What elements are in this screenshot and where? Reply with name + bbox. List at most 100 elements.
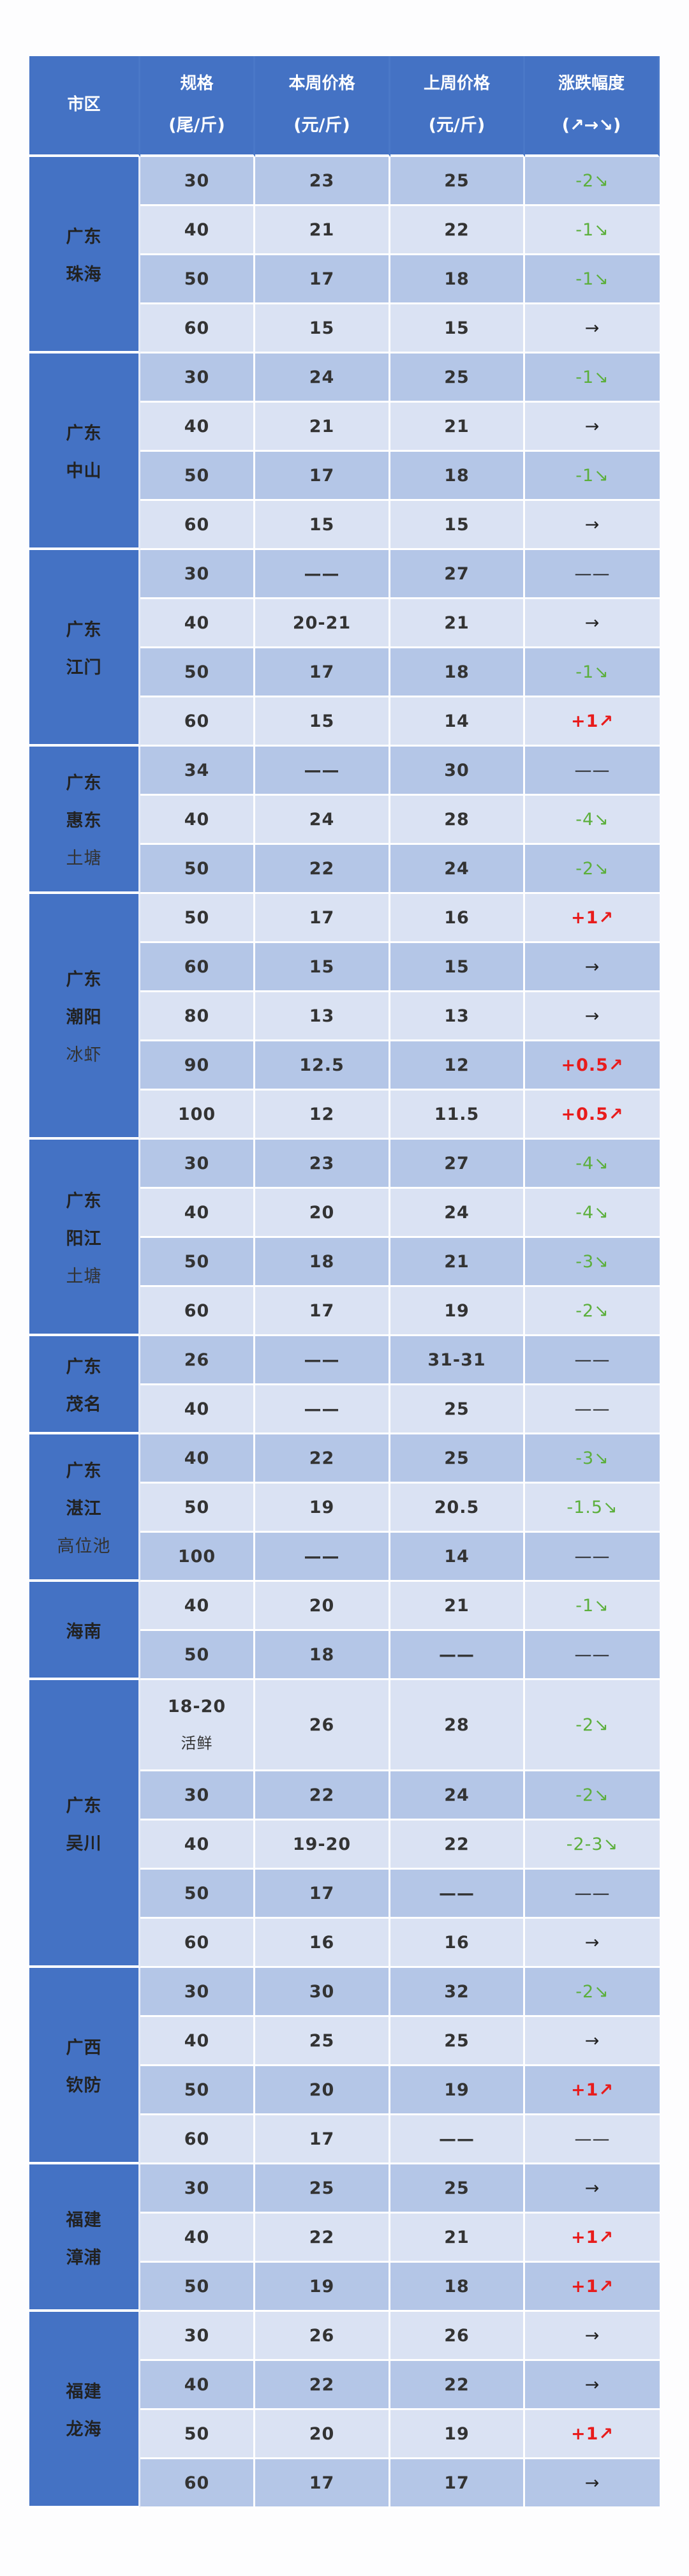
this-week-price: 24	[255, 354, 390, 403]
this-week-price: 19	[255, 2263, 390, 2312]
this-week-price: 17	[255, 2459, 390, 2508]
last-week-price: 25	[390, 157, 525, 206]
last-week-price: 24	[390, 1189, 525, 1238]
this-week-price: 15	[255, 697, 390, 747]
spec-cell: 40	[140, 796, 255, 845]
this-week-price: 25	[255, 2164, 390, 2214]
change-value: ——	[574, 1644, 611, 1665]
table-row: 90 12.5 12 +0.5↗	[29, 1041, 660, 1091]
spec-value: 26	[184, 1350, 210, 1370]
spec-cell: 40	[140, 1189, 255, 1238]
table-row: 广东 江门 30 —— 27 ——	[29, 550, 660, 747]
last-week-price: 19	[390, 1287, 525, 1336]
arrow-up-icon: ↗	[608, 1055, 624, 1075]
province-label: 广东	[66, 773, 102, 793]
change-cell: -1↘	[525, 255, 660, 304]
change-cell: -1↘	[525, 354, 660, 403]
spec-cell: 50	[140, 2410, 255, 2459]
arrow-down-icon: ↘	[594, 1202, 609, 1223]
table-row: 40 20 24 -4↘	[29, 1189, 660, 1238]
change-cell: -4↘	[525, 1140, 660, 1189]
city-label: 珠海	[66, 265, 102, 285]
region-cell: 广东 吴川	[29, 1680, 140, 1968]
change-cell: +1↗	[525, 2410, 660, 2459]
this-week-price: 22	[255, 845, 390, 894]
region-note: 土塘	[66, 849, 102, 868]
spec-value: 60	[184, 2129, 210, 2149]
table-row: 60 16 16 →	[29, 1919, 660, 1968]
table-row: 40 21 21 →	[29, 403, 660, 452]
change-value: ——	[574, 760, 611, 780]
change-value: ——	[574, 1883, 611, 1903]
arrow-right-icon: →	[584, 2374, 600, 2395]
this-week-price: 20-21	[255, 599, 390, 648]
change-cell: +1↗	[525, 2214, 660, 2263]
header-row: 市区 规格 (尾/斤) 本周价格 (元/斤) 上周价格 (元/斤) 涨跌幅度 (↗→↘)	[29, 56, 660, 157]
this-week-price: 22	[255, 2214, 390, 2263]
this-week-price: 18	[255, 1631, 390, 1680]
last-week-price: 21	[390, 403, 525, 452]
arrow-down-icon: ↘	[594, 1153, 609, 1173]
change-value: ——	[574, 1546, 611, 1567]
spec-cell: 50	[140, 1631, 255, 1680]
table-row: 50 17 18 -1↘	[29, 452, 660, 501]
change-cell: -1.5↘	[525, 1484, 660, 1533]
change-cell: -4↘	[525, 796, 660, 845]
this-week-price: 17	[255, 894, 390, 943]
this-week-price: 30	[255, 1968, 390, 2017]
this-week-price: 20	[255, 2066, 390, 2115]
table-row: 40 22 21 +1↗	[29, 2214, 660, 2263]
spec-value: 18-20	[167, 1697, 226, 1716]
arrow-down-icon: ↘	[603, 1834, 619, 1854]
change-cell: →	[525, 304, 660, 354]
table-row: 60 15 15 →	[29, 501, 660, 550]
change-value: -2	[575, 1300, 595, 1321]
table-row: 60 17 —— ——	[29, 2115, 660, 2164]
spec-cell: 60	[140, 943, 255, 992]
spec-value: 40	[184, 1834, 210, 1854]
last-week-price: 22	[390, 2361, 525, 2410]
change-value: ——	[574, 2129, 611, 2149]
table-row: 广东 阳江 土塘 30 23 27 -4↘	[29, 1140, 660, 1336]
spec-value: 40	[184, 416, 210, 436]
header-last-week: 上周价格 (元/斤)	[390, 56, 525, 157]
spec-value: 40	[184, 2227, 210, 2247]
arrow-right-icon: →	[584, 2030, 600, 2051]
spec-value: 60	[184, 514, 210, 535]
spec-value: 30	[184, 367, 210, 387]
province-label: 广东	[66, 970, 102, 990]
arrow-down-icon: ↘	[594, 367, 609, 387]
spec-cell: 40	[140, 2361, 255, 2410]
this-week-price: 17	[255, 1870, 390, 1919]
change-cell: -2↘	[525, 1771, 660, 1820]
arrow-down-icon: ↘	[594, 1251, 609, 1272]
change-cell: +0.5↗	[525, 1091, 660, 1140]
table-row: 50 20 19 +1↗	[29, 2066, 660, 2115]
change-value: +0.5	[561, 1104, 609, 1124]
change-cell: ——	[525, 747, 660, 796]
table-row: 60 15 15 →	[29, 304, 660, 354]
this-week-price: 21	[255, 206, 390, 255]
spec-value: 40	[184, 2030, 210, 2051]
this-week-price: 20	[255, 1582, 390, 1631]
spec-value: 30	[184, 563, 210, 584]
spec-cell: 30	[140, 1140, 255, 1189]
city-label: 中山	[66, 461, 102, 481]
arrow-down-icon: ↘	[594, 1715, 609, 1735]
change-value: -1	[575, 269, 595, 289]
last-week-price: 27	[390, 1140, 525, 1189]
this-week-price: 26	[255, 2312, 390, 2361]
change-cell: +1↗	[525, 2066, 660, 2115]
this-week-price: 23	[255, 1140, 390, 1189]
header-spec: 规格 (尾/斤)	[140, 56, 255, 157]
city-label: 江门	[66, 658, 102, 678]
last-week-price: 31-31	[390, 1336, 525, 1385]
spec-value: 50	[184, 2423, 210, 2444]
change-cell: -1↘	[525, 206, 660, 255]
region-cell: 广东 茂名	[29, 1336, 140, 1434]
spec-cell: 26	[140, 1336, 255, 1385]
spec-value: 30	[184, 1785, 210, 1805]
spec-cell: 60	[140, 2115, 255, 2164]
header-this-week: 本周价格 (元/斤)	[255, 56, 390, 157]
last-week-price: 24	[390, 1771, 525, 1820]
